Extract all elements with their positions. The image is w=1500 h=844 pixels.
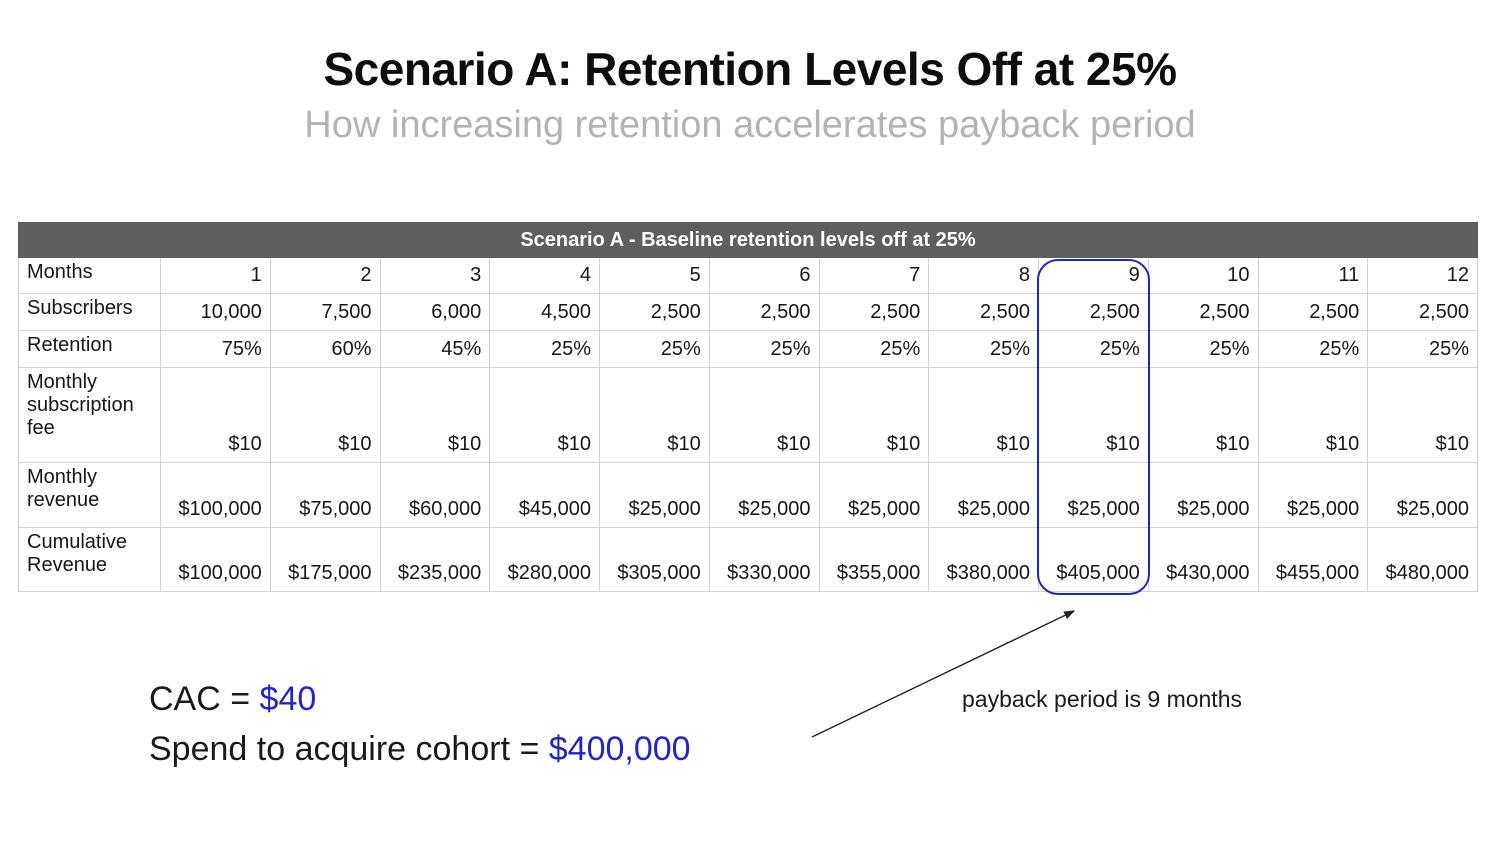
table-cell: $10 [160,367,271,463]
table-cell: 3 [379,257,491,294]
table-cell: 25% [928,330,1039,368]
table-cell: $10 [489,367,600,463]
table-cell: $10 [379,367,491,463]
table-cell: $25,000 [599,462,710,528]
page-title: Scenario A: Retention Levels Off at 25% [323,43,1177,95]
table-cell: $25,000 [818,462,930,528]
table-cell: 2,500 [599,293,710,331]
table-cell: $10 [599,367,710,463]
table-cell: 25% [708,330,820,368]
table-cell: $330,000 [708,527,820,592]
table-cell: $10 [1147,367,1259,463]
table-cell: $10 [1367,367,1478,463]
table-cell: $10 [708,367,820,463]
row-label: Subscribers [18,293,161,331]
table-cell: 7 [818,257,930,294]
table-cell: $45,000 [489,462,600,528]
table-row: Cumulative Revenue $100,000 $175,000 $235,0… [18,527,1478,592]
table-title: Scenario A - Baseline retention levels o… [18,222,1478,258]
table-cell: $175,000 [269,527,381,592]
table-cell: 10,000 [160,293,271,331]
table-cell: 2,500 [1257,293,1369,331]
spend-line: Spend to acquire cohort = $400,000 [149,724,691,774]
table-row: Retention 75% 60% 45% 25% 25% 25% 25% 25% 25% 25% 2… [18,330,1478,368]
table-cell: 1 [160,257,271,294]
table-cell: 25% [1147,330,1259,368]
table-cell: $100,000 [160,527,271,592]
cac-label: CAC = [149,680,260,718]
page-subtitle: How increasing retention accelerates pay… [304,104,1196,146]
table-cell: 25% [818,330,930,368]
table-cell: $480,000 [1367,527,1478,592]
table-cell: $25,000 [1367,462,1478,528]
table-cell: 25% [1038,330,1149,368]
row-label: Cumulative Revenue [18,527,161,592]
table-cell: 11 [1257,257,1369,294]
table-cell: 2 [269,257,381,294]
table-cell: 10 [1147,257,1259,294]
table-cell: $10 [269,367,381,463]
table-cell: 2,500 [928,293,1039,331]
table-cell: 4,500 [489,293,600,331]
table-cell: 12 [1367,257,1478,294]
cac-line: CAC = $40 [149,674,691,724]
table-cell: $10 [818,367,930,463]
table-cell: $10 [928,367,1039,463]
table-cell: 25% [1257,330,1369,368]
table-cell: $25,000 [708,462,820,528]
retention-table: Scenario A - Baseline retention levels o… [18,222,1478,592]
table-cell: $10 [1038,367,1149,463]
table-cell: 75% [160,330,271,368]
table-cell: 25% [599,330,710,368]
table-cell: 2,500 [1038,293,1149,331]
table-row: Monthly subscription fee $10 $10 $10 $10 $10 $… [18,367,1478,463]
table-cell: 45% [379,330,491,368]
spend-label: Spend to acquire cohort = [149,730,549,768]
table-cell: $430,000 [1147,527,1259,592]
table-cell: $355,000 [818,527,930,592]
table-cell: $455,000 [1257,527,1369,592]
table-row: Subscribers 10,000 7,500 6,000 4,500 2,500 2,5… [18,293,1478,331]
table-cell: $25,000 [1147,462,1259,528]
table-row: Monthly revenue $100,000 $75,000 $60,000 $45… [18,462,1478,528]
table-cell: $305,000 [599,527,710,592]
table-cell: 60% [269,330,381,368]
table-cell: 2,500 [1367,293,1478,331]
table-cell: $100,000 [160,462,271,528]
table-cell: 2,500 [1147,293,1259,331]
table-cell: $235,000 [379,527,491,592]
table-cell: 9 [1038,257,1149,294]
table-row: Months 1 2 3 4 5 6 7 8 9 10 11 12 [18,257,1478,294]
table-cell: $10 [1257,367,1369,463]
table-cell: 6 [708,257,820,294]
table-cell: 8 [928,257,1039,294]
table-cell: 5 [599,257,710,294]
table-cell: $60,000 [379,462,491,528]
table-cell: $75,000 [269,462,381,528]
cac-annotation: CAC = $40 Spend to acquire cohort = $400… [149,674,691,774]
table-cell: 2,500 [708,293,820,331]
table-cell: $380,000 [928,527,1039,592]
row-label: Months [18,257,161,294]
table-cell: 25% [489,330,600,368]
payback-note: payback period is 9 months [962,686,1242,712]
table-cell: $25,000 [1038,462,1149,528]
table-cell: $280,000 [489,527,600,592]
table-title-row: Scenario A - Baseline retention levels o… [18,222,1478,258]
table-cell: $405,000 [1038,527,1149,592]
table-cell: $25,000 [928,462,1039,528]
table-cell: 7,500 [269,293,381,331]
row-label: Retention [18,330,161,368]
table-cell: $25,000 [1257,462,1369,528]
table-cell: 4 [489,257,600,294]
spend-value: $400,000 [548,730,691,768]
table-cell: 6,000 [379,293,491,331]
table-cell: 25% [1367,330,1478,368]
table-cell: 2,500 [818,293,930,331]
row-label: Monthly subscription fee [18,367,161,463]
cac-value: $40 [259,680,317,718]
row-label: Monthly revenue [18,462,161,528]
